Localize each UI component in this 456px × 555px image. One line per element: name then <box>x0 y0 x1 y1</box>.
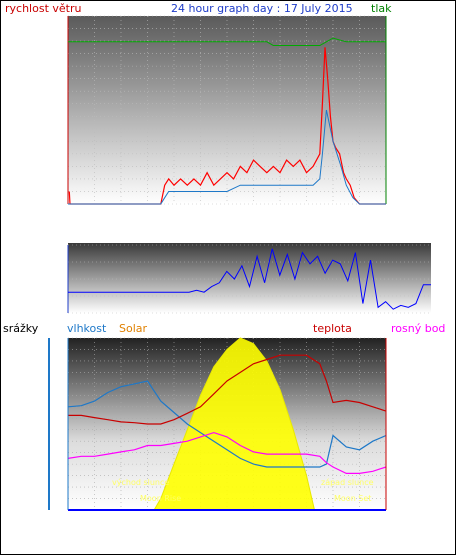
wind-axis-title: rychlost větru <box>5 2 81 15</box>
sunset-label: západ slunce <box>321 478 374 487</box>
pressure-series-line <box>68 37 386 46</box>
temp-series-line <box>68 354 387 425</box>
temp-axis-title: teplota <box>313 322 352 335</box>
humidity-series-line <box>67 380 387 468</box>
gust-series-line <box>68 109 386 205</box>
wind-direction-panel <box>68 243 431 313</box>
humidity-axis-title: vlhkost <box>67 322 107 335</box>
sunrise-label: východ slunce <box>112 478 169 487</box>
chart-title: 24 hour graph day : 17 July 2015 <box>171 2 353 15</box>
solar-axis-title: Solar <box>119 322 148 335</box>
direction-series-line <box>68 248 431 310</box>
rain-axis-title: srážky <box>3 322 39 335</box>
dew-series-line <box>67 431 387 474</box>
moonset-label: Moon Set <box>334 494 371 503</box>
dew-axis-title: rosný bod <box>391 322 445 335</box>
pressure-axis-title: tlak <box>371 2 392 15</box>
moonrise-label: Moon Rise <box>140 494 181 503</box>
